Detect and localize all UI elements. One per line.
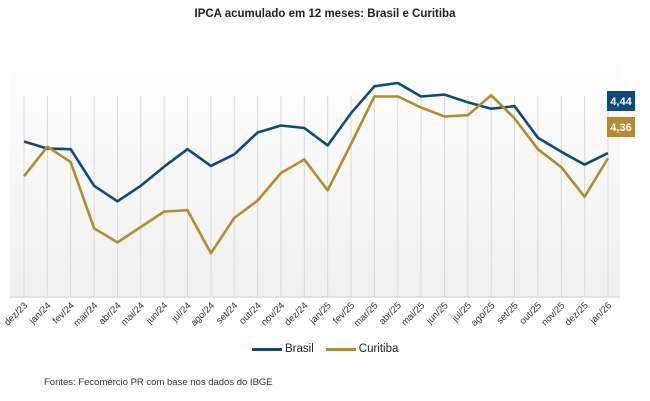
series-line-curitiba — [22, 94, 610, 255]
x-tick-label: dez/23 — [2, 300, 30, 328]
legend-swatch-curitiba — [325, 347, 356, 351]
legend: Brasil Curitiba — [252, 343, 410, 355]
x-tick-label: abr/24 — [97, 300, 124, 327]
legend-item-brasil: Brasil — [252, 343, 314, 355]
x-tick-label: jan/26 — [587, 300, 614, 327]
x-tick-label: dez/25 — [563, 300, 591, 328]
x-tick-label: ago/24 — [189, 300, 217, 328]
x-tick-label: abr/25 — [377, 300, 404, 327]
end-label-curitiba: 4,36 — [607, 117, 635, 137]
x-tick-label: mai/25 — [399, 300, 427, 328]
end-label-box — [607, 117, 635, 137]
legend-label-curitiba: Curitiba — [358, 343, 399, 355]
chart-title: IPCA acumulado em 12 meses: Brasil e Cur… — [194, 8, 456, 20]
plot-area — [10, 40, 620, 297]
x-tick-label: jan/24 — [27, 300, 54, 327]
x-tick-label: dez/24 — [282, 300, 310, 328]
source-note: Fontes: Fecomércio PR com base nos dados… — [44, 377, 273, 388]
legend-item-curitiba: Curitiba — [325, 343, 399, 355]
legend-swatch-brasil — [252, 347, 282, 351]
x-tick-label: jan/25 — [307, 300, 334, 327]
x-tick-label: mar/24 — [72, 300, 101, 329]
x-tick-label: jun/24 — [143, 300, 170, 327]
end-label-text: 4,44 — [610, 96, 632, 108]
x-tick-label: set/25 — [495, 300, 521, 326]
x-tick-label: nov/25 — [539, 300, 567, 328]
end-label-box — [607, 91, 635, 111]
x-tick-label: ago/25 — [469, 300, 497, 328]
series-line-brasil — [23, 81, 609, 203]
x-tick-label: out/25 — [518, 300, 544, 326]
end-label-text: 4,36 — [610, 122, 631, 134]
legend-label-brasil: Brasil — [285, 343, 314, 355]
x-tick-label: nov/24 — [259, 300, 287, 328]
x-tick-label: set/24 — [214, 300, 240, 326]
x-tick-label: jun/25 — [424, 300, 451, 327]
x-tick-label: out/24 — [237, 300, 263, 326]
line-chart: dez/23jan/24fev/24mar/24abr/24mai/24jun/… — [2, 40, 635, 329]
x-tick-label: mai/24 — [119, 300, 147, 328]
end-label-brasil: 4,44 — [607, 91, 635, 111]
x-tick-label: mar/25 — [352, 300, 381, 329]
